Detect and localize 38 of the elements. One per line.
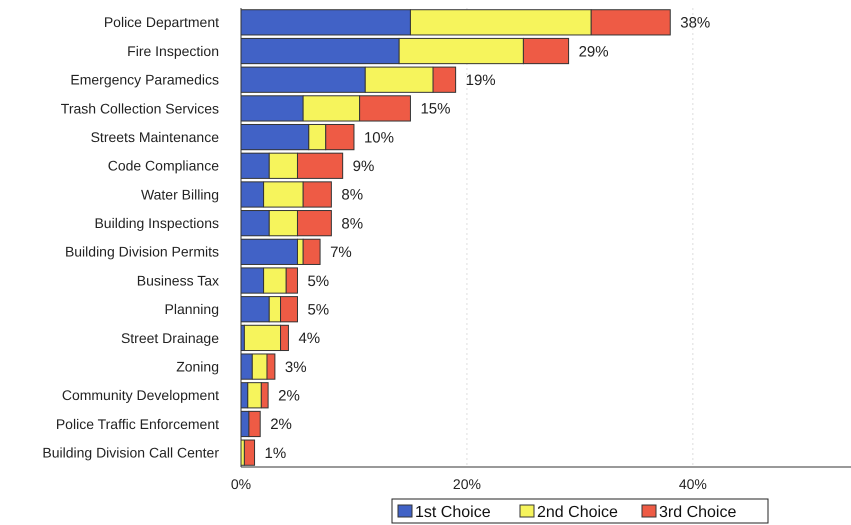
y-tick-label: Street Drainage [120, 330, 220, 346]
y-tick-label: Building Division Call Center [42, 444, 220, 461]
total-label: 10% [364, 129, 394, 146]
total-label: 2% [270, 416, 292, 434]
y-tick-label: Business Tax [136, 272, 219, 288]
total-label: 29% [578, 43, 609, 60]
total-label: 5% [307, 272, 330, 290]
y-tick-label: Building Inspections [94, 215, 219, 232]
total-label: 3% [284, 358, 307, 376]
y-tick-label: Zoning [176, 358, 219, 374]
legend-label: 3rd Choice [659, 504, 736, 521]
total-label: 38% [680, 14, 710, 32]
x-tick-label: 0% [230, 476, 252, 492]
y-tick-label: Community Development [62, 387, 220, 404]
total-label: 1% [264, 444, 286, 462]
x-tick-label: 20% [452, 476, 481, 492]
y-tick-label: Trash Collection Services [60, 100, 219, 116]
total-label: 9% [352, 158, 374, 176]
y-tick-label: Building Division Permits [64, 244, 219, 260]
y-tick-label: Police Traffic Enforcement [56, 416, 220, 432]
total-label: 5% [307, 301, 330, 318]
y-tick-label: Emergency Paramedics [70, 72, 219, 88]
legend-label: 1st Choice [415, 504, 491, 521]
total-label: 15% [420, 100, 450, 118]
legend-label: 2nd Choice [537, 504, 618, 521]
y-tick-label: Planning [164, 301, 219, 318]
y-tick-label: Code Compliance [108, 158, 220, 174]
y-tick-label: Streets Maintenance [90, 128, 220, 145]
total-label: 2% [278, 388, 300, 405]
total-label: 19% [466, 72, 496, 89]
total-label: 4% [298, 330, 320, 348]
total-label: 7% [330, 244, 352, 262]
total-label: 8% [341, 215, 364, 232]
y-tick-label: Water Billing [140, 186, 219, 202]
x-tick-label: 40% [678, 476, 707, 492]
total-label: 8% [341, 186, 364, 204]
y-tick-label: Police Department [104, 14, 220, 30]
y-tick-label: Fire Inspection [127, 42, 219, 59]
